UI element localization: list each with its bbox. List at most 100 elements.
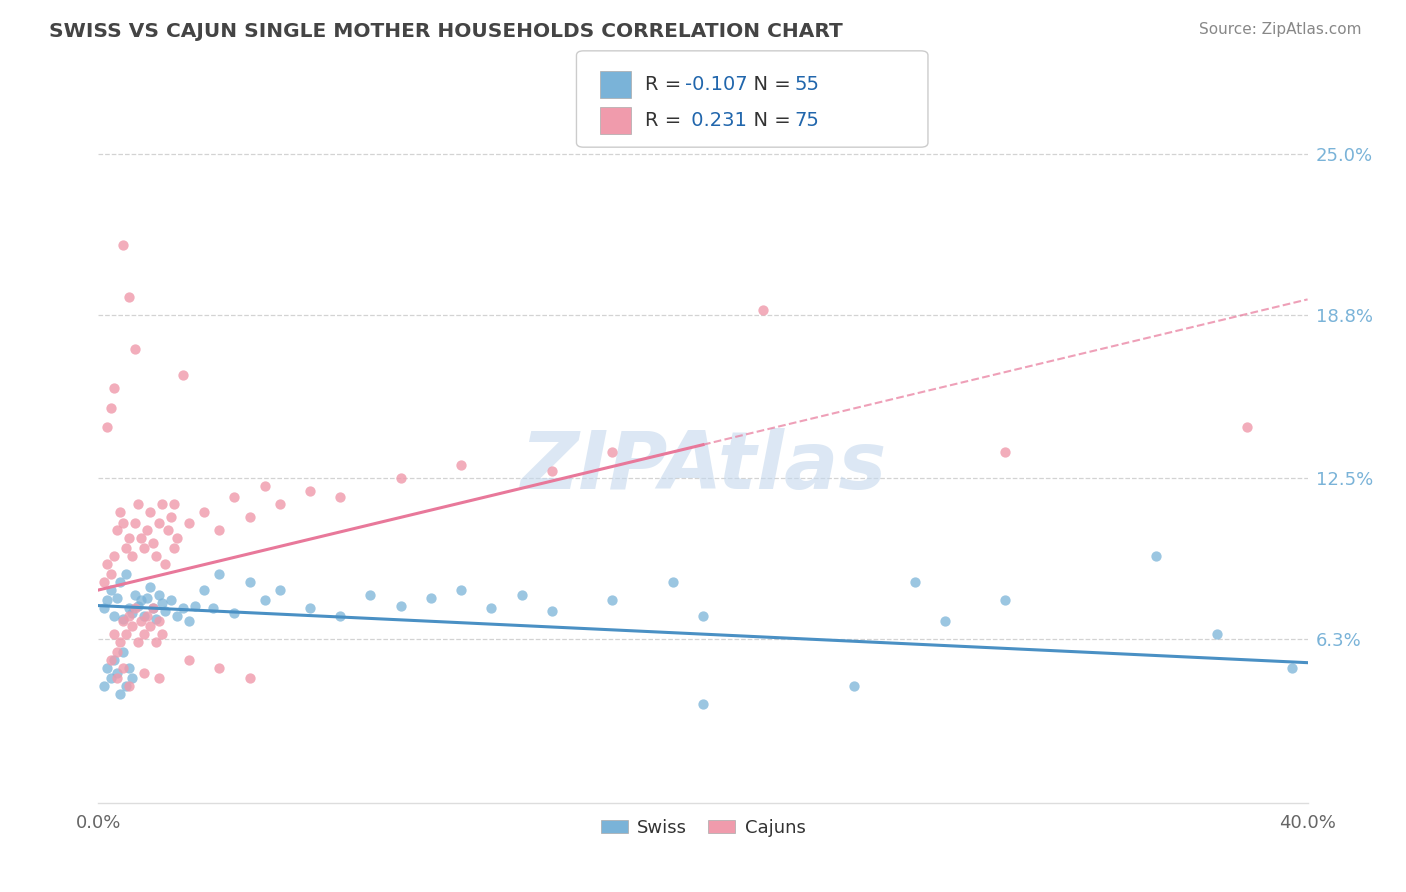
Point <box>135 524 157 538</box>
Point <box>118 531 141 545</box>
Text: ZIPAtlas: ZIPAtlas <box>520 428 886 507</box>
Point <box>239 575 262 590</box>
Point <box>145 611 167 625</box>
Point <box>1206 627 1229 641</box>
Point <box>121 671 143 685</box>
Point <box>129 614 152 628</box>
Point <box>156 524 179 538</box>
Point <box>96 661 118 675</box>
Point <box>269 582 291 597</box>
Text: 55: 55 <box>794 75 820 95</box>
Point <box>540 464 562 478</box>
Point <box>108 505 131 519</box>
Point <box>179 653 201 667</box>
Point <box>108 575 131 590</box>
Point <box>127 635 149 649</box>
Point <box>692 697 714 711</box>
Point <box>208 524 231 538</box>
Point <box>172 601 194 615</box>
Point <box>150 596 173 610</box>
Text: 0.231: 0.231 <box>685 111 747 130</box>
Point <box>172 368 194 382</box>
Point <box>1146 549 1168 564</box>
Point <box>132 627 155 641</box>
Point <box>510 588 533 602</box>
Point <box>105 645 128 659</box>
Point <box>299 484 322 499</box>
Point <box>450 582 472 597</box>
Point <box>96 419 118 434</box>
Point <box>96 593 118 607</box>
Text: SWISS VS CAJUN SINGLE MOTHER HOUSEHOLDS CORRELATION CHART: SWISS VS CAJUN SINGLE MOTHER HOUSEHOLDS … <box>49 22 844 41</box>
Point <box>661 575 683 590</box>
Point <box>139 505 162 519</box>
Point <box>239 671 262 685</box>
Point <box>150 497 173 511</box>
Point <box>121 607 143 621</box>
Point <box>150 627 173 641</box>
Point <box>93 601 115 615</box>
Point <box>360 588 382 602</box>
Point <box>105 671 128 685</box>
Text: R =: R = <box>645 111 688 130</box>
Point <box>253 479 276 493</box>
Point <box>179 516 201 530</box>
Point <box>193 582 215 597</box>
Point <box>208 661 231 675</box>
Point <box>114 541 136 556</box>
Point <box>420 591 443 605</box>
Point <box>111 661 134 675</box>
Point <box>153 604 176 618</box>
Point <box>132 666 155 681</box>
Point <box>111 238 134 252</box>
Point <box>166 531 188 545</box>
Point <box>389 599 412 613</box>
Point <box>145 549 167 564</box>
Point <box>118 661 141 675</box>
Point <box>692 609 714 624</box>
Point <box>103 653 125 667</box>
Point <box>111 645 134 659</box>
Point <box>224 607 246 621</box>
Point <box>904 575 927 590</box>
Point <box>994 445 1017 459</box>
Point <box>93 575 115 590</box>
Point <box>108 635 131 649</box>
Point <box>934 614 956 628</box>
Point <box>111 516 134 530</box>
Point <box>118 290 141 304</box>
Point <box>1281 661 1303 675</box>
Text: 75: 75 <box>794 111 820 130</box>
Point <box>163 497 186 511</box>
Point <box>481 601 503 615</box>
Point <box>153 557 176 571</box>
Point <box>103 381 125 395</box>
Point <box>103 609 125 624</box>
Point <box>994 593 1017 607</box>
Point <box>752 302 775 317</box>
Point <box>93 679 115 693</box>
Point <box>124 601 146 615</box>
Point <box>100 653 122 667</box>
Point <box>844 679 866 693</box>
Point <box>127 599 149 613</box>
Point <box>184 599 207 613</box>
Point <box>114 679 136 693</box>
Point <box>100 671 122 685</box>
Point <box>193 505 215 519</box>
Text: Source: ZipAtlas.com: Source: ZipAtlas.com <box>1198 22 1361 37</box>
Text: R =: R = <box>645 75 688 95</box>
Point <box>239 510 262 524</box>
Point <box>148 671 170 685</box>
Legend: Swiss, Cajuns: Swiss, Cajuns <box>593 812 813 844</box>
Point <box>1236 419 1258 434</box>
Point <box>163 541 186 556</box>
Point <box>96 557 118 571</box>
Point <box>148 588 170 602</box>
Point <box>148 516 170 530</box>
Point <box>100 401 122 416</box>
Point <box>208 567 231 582</box>
Point <box>139 581 162 595</box>
Point <box>602 445 624 459</box>
Point <box>103 627 125 641</box>
